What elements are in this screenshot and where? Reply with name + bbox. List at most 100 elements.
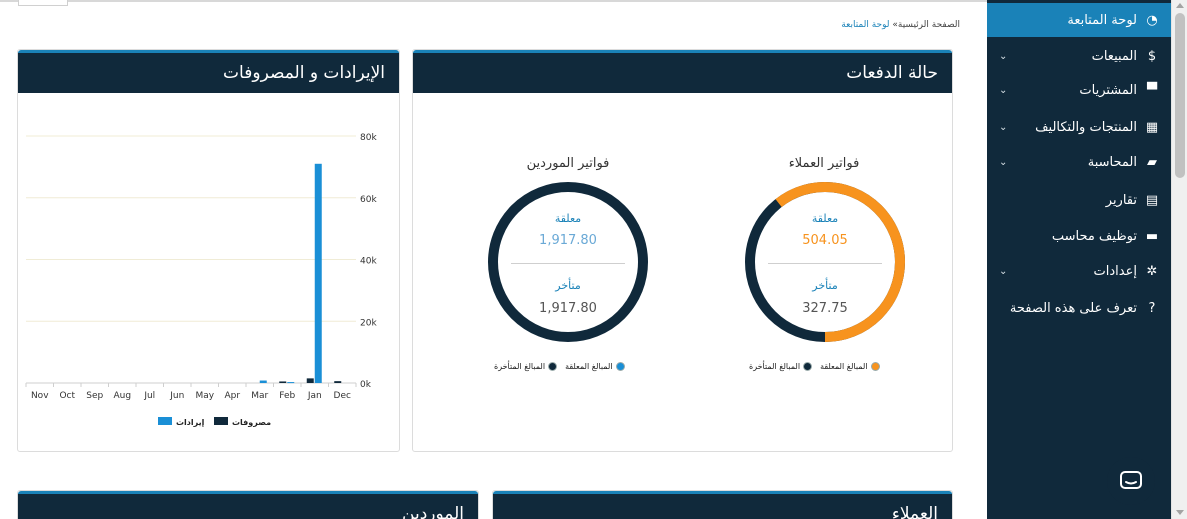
customer-donut-ring — [745, 182, 905, 342]
income-card-title: الإيرادات و المصروفات — [223, 63, 385, 83]
sidebar-item-label: توظيف محاسب — [1051, 228, 1137, 244]
customer-donut-legend: المبالغ المعلقة المبالغ المتأخرة — [741, 362, 880, 371]
suppliers-card: الموردين — [17, 490, 479, 519]
legend-open-label: المبالغ المعلقة — [565, 362, 613, 371]
legend-overdue-amounts[interactable]: المبالغ المتأخرة — [749, 362, 813, 371]
folder-open-icon: ▰ — [1147, 154, 1157, 170]
sidebar-item-7[interactable]: ✲ إعدادات ⌄ — [987, 254, 1171, 288]
chevron-down-icon: ⌄ — [999, 84, 1008, 96]
sidebar-item-5[interactable]: ▤ تقارير — [987, 183, 1171, 217]
sidebar-item-1[interactable]: $ المبيعات ⌄ — [987, 39, 1171, 73]
x-tick-label: Sep — [86, 391, 103, 401]
legend-open-dot — [615, 362, 625, 371]
chat-button[interactable] — [1107, 457, 1155, 505]
scroll-thumb[interactable] — [1175, 13, 1185, 178]
sidebar-item-4[interactable]: ▰ المحاسبة ⌄ — [987, 145, 1171, 179]
breadcrumb-current[interactable]: لوحة المتابعة — [841, 20, 890, 30]
legend-overdue-dot — [803, 362, 813, 371]
supplier-invoices-donut[interactable]: معلقة 1,917.80 متأخر 1,917.80 — [487, 181, 649, 343]
customers-card-title: العملاء — [891, 504, 938, 519]
sidebar-item-0[interactable]: ◔ لوحة المتابعة — [987, 3, 1171, 37]
legend-open-amounts[interactable]: المبالغ المعلقة — [820, 362, 880, 371]
sidebar-item-label: المنتجات والتكاليف — [1035, 119, 1137, 135]
sidebar-item-6[interactable]: ▬ توظيف محاسب — [987, 219, 1171, 253]
bar-expense[interactable] — [279, 381, 287, 383]
legend-label[interactable]: إيرادات — [176, 418, 205, 427]
scroll-down-arrow-icon[interactable] — [1176, 510, 1184, 515]
x-tick-label: Nov — [31, 391, 49, 401]
overdue-arc[interactable] — [488, 182, 648, 342]
customers-card-header: العملاء — [493, 491, 952, 519]
top-tab[interactable] — [18, 0, 68, 6]
legend-open-dot — [870, 362, 880, 371]
dashboard-icon: ◔ — [1146, 12, 1158, 28]
legend-swatch — [158, 417, 172, 425]
sidebar-item-3[interactable]: ▦ المنتجات والتكاليف ⌄ — [987, 110, 1171, 144]
chevron-down-icon: ⌄ — [999, 121, 1008, 133]
bar-revenue[interactable] — [287, 382, 295, 384]
x-tick-label: Mar — [251, 391, 268, 401]
supplier-open-label: معلقة — [554, 212, 582, 225]
bar-revenue[interactable] — [259, 380, 267, 383]
bar-revenue[interactable] — [314, 163, 322, 383]
open-arc[interactable] — [745, 182, 905, 342]
truck-icon: ▬ — [1145, 228, 1159, 244]
sidebar-item-label: المبيعات — [1091, 48, 1137, 64]
x-tick-label: Jul — [143, 391, 155, 401]
supplier-donut-ring — [488, 182, 648, 342]
bar-expense[interactable] — [306, 378, 314, 383]
chat-icon — [1120, 471, 1142, 489]
sidebar-item-label: المشتريات — [1079, 82, 1137, 98]
sidebar: ◔ لوحة المتابعة $ المبيعات ⌄ ▀ المشتريات ⌄ ▦ المن… — [987, 0, 1171, 519]
income-expenses-chart: 0k 20k 40k 60k 80k Nov Oct Sep Aug Jul Jun May Apr Ma… — [25, 133, 377, 427]
sidebar-item-8[interactable]: ? تعرف على هذه الصفحة — [987, 291, 1171, 325]
customer-overdue-label: متأخر — [812, 279, 838, 292]
income-expenses-card: الإيرادات و المصروفات 0k 20k 40k 60k 80k Nov O… — [17, 49, 400, 452]
legend-label[interactable]: مصروفات — [232, 418, 271, 427]
customer-invoices-donut[interactable]: معلقة 504.05 متأخر 327.75 — [744, 181, 906, 343]
legend-overdue-amounts[interactable]: المبالغ المتأخرة — [494, 362, 558, 371]
y-tick-label: 40k — [360, 257, 377, 267]
supplier-open-value: 1,917.80 — [539, 233, 597, 248]
legend-overdue-label: المبالغ المتأخرة — [749, 362, 801, 371]
legend-open-label: المبالغ المعلقة — [820, 362, 868, 371]
customer-open-label: معلقة — [811, 212, 839, 225]
x-tick-label: Aug — [113, 391, 131, 401]
breadcrumb-home[interactable]: الصفحة الرئيسية — [897, 20, 960, 30]
x-tick-label: Dec — [334, 391, 351, 401]
customer-donut-divider — [768, 263, 882, 264]
x-tick-label: Oct — [59, 391, 75, 401]
grid-icon: ▦ — [1145, 119, 1159, 135]
scrollbar[interactable] — [1171, 0, 1187, 519]
y-tick-label: 80k — [360, 133, 377, 143]
legend-open-amounts[interactable]: المبالغ المعلقة — [565, 362, 625, 371]
suppliers-card-header: الموردين — [18, 491, 478, 519]
file-icon: ▤ — [1145, 192, 1159, 208]
dollar-icon: $ — [1147, 48, 1157, 64]
sidebar-item-label: إعدادات — [1093, 263, 1137, 279]
breadcrumb: الصفحة الرئيسية» لوحة المتابعة — [820, 20, 960, 30]
chevron-down-icon: ⌄ — [999, 265, 1008, 277]
sidebar-item-label: تعرف على هذه الصفحة — [1009, 300, 1137, 316]
scroll-up-arrow-icon[interactable] — [1176, 3, 1184, 8]
payments-card-title: حالة الدفعات — [846, 63, 938, 83]
supplier-donut-divider — [511, 263, 625, 264]
question-circle-icon: ? — [1148, 300, 1156, 316]
x-tick-label: Apr — [224, 391, 240, 401]
breadcrumb-separator: » — [892, 20, 898, 30]
y-tick-label: 20k — [360, 318, 377, 328]
x-tick-label: May — [195, 391, 214, 401]
customer-invoices-title: فواتير العملاء — [788, 156, 860, 171]
y-tick-label: 60k — [360, 195, 377, 205]
sidebar-item-2[interactable]: ▀ المشتريات ⌄ — [987, 73, 1171, 107]
payments-card-header: حالة الدفعات — [413, 50, 952, 93]
x-tick-label: Jun — [169, 391, 184, 401]
supplier-overdue-label: متأخر — [555, 279, 581, 292]
bar-expense[interactable] — [334, 381, 342, 383]
customer-open-value: 504.05 — [802, 233, 848, 248]
x-tick-label: Feb — [279, 391, 295, 401]
top-divider — [0, 0, 987, 2]
supplier-overdue-value: 1,917.80 — [539, 301, 597, 316]
sidebar-item-label: تقارير — [1105, 192, 1137, 208]
legend-swatch — [214, 417, 228, 425]
